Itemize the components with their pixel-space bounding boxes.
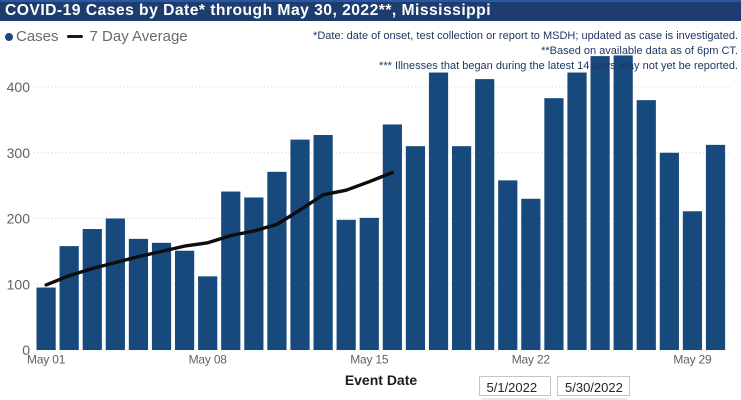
bar-may-16[interactable] bbox=[382, 124, 402, 350]
bar-may-27[interactable] bbox=[636, 100, 656, 351]
legend-cases-label: Cases bbox=[16, 28, 59, 45]
footnotes: *Date: date of onset, test collection or… bbox=[313, 29, 738, 75]
title-bar: COVID-19 Cases by Date* through May 30, … bbox=[0, 0, 741, 21]
y-tick-label-200: 200 bbox=[7, 211, 31, 227]
bar-may-09[interactable] bbox=[221, 191, 241, 350]
x-tick-label-may-08: May 08 bbox=[189, 353, 228, 367]
x-axis-title: Event Date bbox=[344, 371, 418, 388]
bar-may-12[interactable] bbox=[290, 139, 310, 350]
x-tick-label-may-22: May 22 bbox=[512, 353, 551, 367]
avg-line-icon bbox=[66, 35, 83, 38]
bar-may-17[interactable] bbox=[405, 146, 426, 350]
bar-may-15[interactable] bbox=[359, 217, 379, 350]
bar-may-03[interactable] bbox=[82, 229, 102, 350]
footnote-data-asof: **Based on available data as of 6pm CT. bbox=[541, 44, 738, 57]
x-tick-label-may-15: May 15 bbox=[350, 353, 389, 367]
x-tick-label-may-29: May 29 bbox=[673, 353, 712, 367]
footnote-recent-illnesses: *** Illnesses that began during the late… bbox=[379, 59, 738, 72]
bar-may-14[interactable] bbox=[336, 219, 356, 350]
bar-may-07[interactable] bbox=[175, 250, 195, 350]
start-filter-shadow bbox=[481, 398, 549, 400]
bar-may-11[interactable] bbox=[267, 171, 287, 350]
end-date-filter-input[interactable] bbox=[557, 375, 630, 396]
y-tick-label-100: 100 bbox=[7, 276, 31, 292]
bar-may-23[interactable] bbox=[544, 98, 564, 351]
bar-may-13[interactable] bbox=[313, 135, 333, 350]
bar-may-25[interactable] bbox=[590, 56, 610, 350]
legend-avg-label: 7 Day Average bbox=[89, 28, 188, 45]
page-title: COVID-19 Cases by Date* through May 30, … bbox=[5, 2, 492, 19]
y-tick-label-300: 300 bbox=[7, 145, 31, 161]
bar-may-10[interactable] bbox=[244, 197, 264, 350]
start-date-filter-input[interactable] bbox=[478, 375, 551, 396]
x-tick-label-may-01: May 01 bbox=[27, 353, 66, 367]
footnote-date-definition: *Date: date of onset, test collection or… bbox=[313, 29, 738, 42]
y-tick-label-0: 0 bbox=[22, 342, 30, 358]
bar-may-08[interactable] bbox=[198, 276, 218, 350]
bar-may-01[interactable] bbox=[36, 287, 56, 350]
bar-may-28[interactable] bbox=[659, 152, 679, 350]
bar-may-24[interactable] bbox=[567, 72, 587, 350]
bar-may-20[interactable] bbox=[475, 79, 495, 351]
bar-may-26[interactable] bbox=[613, 55, 633, 350]
bar-may-05[interactable] bbox=[128, 238, 149, 350]
end-filter-shadow bbox=[559, 398, 628, 400]
seven-day-average-line bbox=[44, 170, 394, 287]
legend: Cases 7 Day Average bbox=[5, 27, 188, 46]
bar-may-30[interactable] bbox=[705, 144, 726, 350]
bar-may-04[interactable] bbox=[105, 218, 125, 351]
bar-may-29[interactable] bbox=[682, 211, 703, 350]
y-tick-label-400: 400 bbox=[7, 79, 31, 95]
bar-may-18[interactable] bbox=[428, 72, 449, 350]
bar-may-21[interactable] bbox=[498, 180, 518, 350]
bar-may-02[interactable] bbox=[59, 246, 79, 350]
cases-dot-icon bbox=[5, 32, 13, 41]
bar-may-22[interactable] bbox=[521, 198, 541, 350]
bar-may-06[interactable] bbox=[151, 242, 172, 350]
bar-may-19[interactable] bbox=[452, 146, 472, 350]
